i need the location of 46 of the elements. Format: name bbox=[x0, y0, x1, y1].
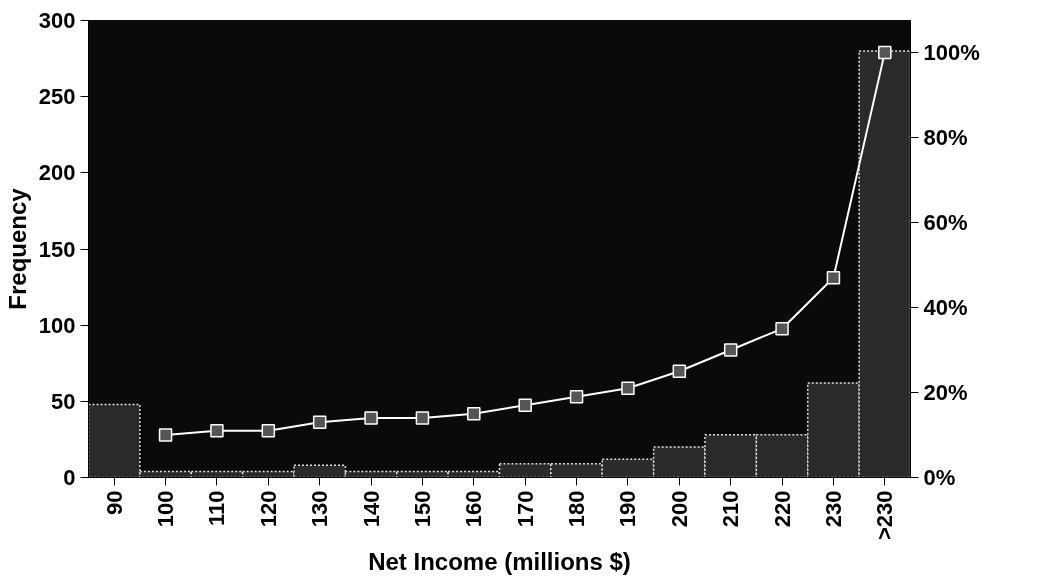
point bbox=[878, 45, 892, 60]
x-tick-label: 190 bbox=[615, 490, 641, 528]
x-tick-label: 160 bbox=[461, 490, 487, 528]
x-tick-label: 110 bbox=[204, 490, 230, 526]
point bbox=[569, 389, 584, 404]
point bbox=[467, 406, 481, 421]
y2-tick-label: 100% bbox=[923, 39, 980, 65]
point bbox=[364, 411, 378, 425]
point bbox=[621, 381, 635, 395]
x-tick-label: 150 bbox=[409, 490, 435, 528]
y2-tick-label: 0% bbox=[923, 465, 956, 490]
y2-tick-label: 80% bbox=[923, 124, 968, 150]
y-tick-label: 250 bbox=[38, 84, 76, 110]
x-tick-label: 230 bbox=[820, 490, 846, 528]
point bbox=[723, 343, 738, 357]
x-tick-label: >230 bbox=[872, 490, 898, 541]
x-tick-label: 120 bbox=[255, 490, 281, 528]
point bbox=[261, 423, 276, 438]
x-tick-label: 180 bbox=[564, 490, 590, 528]
x-tick-label: 200 bbox=[666, 490, 692, 528]
point bbox=[415, 411, 430, 425]
x-tick-label: 90 bbox=[101, 490, 127, 515]
point bbox=[210, 423, 224, 438]
x-tick-label: 170 bbox=[512, 490, 538, 528]
point bbox=[672, 364, 687, 378]
y-tick-label: 0 bbox=[63, 465, 76, 490]
y2-tick-label: 60% bbox=[923, 209, 968, 235]
point bbox=[775, 321, 789, 336]
y2-tick-label: 40% bbox=[923, 294, 968, 320]
point bbox=[518, 398, 532, 412]
x-tick-label: 130 bbox=[307, 490, 333, 528]
y2-tick-label: 20% bbox=[923, 379, 968, 405]
y-axis-title: Frequency bbox=[3, 187, 31, 310]
x-tick-label: 140 bbox=[358, 490, 384, 528]
x-tick-label: 220 bbox=[769, 490, 795, 528]
point bbox=[158, 428, 173, 442]
x-tick-label: 100 bbox=[153, 490, 179, 528]
y-tick-label: 50 bbox=[51, 388, 76, 414]
y-tick-label: 150 bbox=[38, 236, 76, 262]
y-tick-label: 300 bbox=[38, 8, 76, 33]
y-tick-label: 200 bbox=[38, 160, 76, 186]
x-tick-label: 210 bbox=[718, 490, 744, 528]
point bbox=[826, 270, 841, 285]
point bbox=[312, 415, 327, 429]
y-tick-label: 100 bbox=[38, 312, 76, 338]
x-axis-title: Net Income (millions $) bbox=[368, 548, 631, 576]
